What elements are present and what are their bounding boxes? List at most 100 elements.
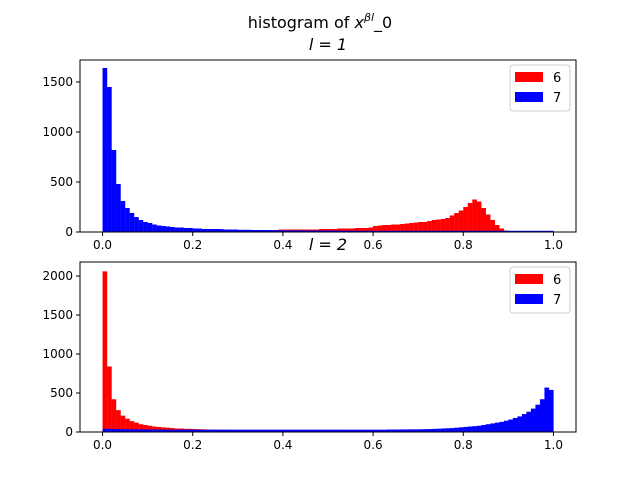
y-tick-label: 2000	[42, 269, 73, 283]
histogram-bar-series-7	[445, 428, 450, 432]
histogram-bar-series-6	[102, 271, 108, 432]
panel-2-x-ticks: 0.0 0.2 0.4 0.6 0.8 1.0	[93, 432, 563, 452]
histogram-bar-series-7	[219, 229, 225, 232]
histogram-bar-series-6	[449, 215, 455, 232]
histogram-bar-series-7	[337, 230, 342, 232]
histogram-bar-series-6	[395, 224, 401, 232]
histogram-bar-series-6	[332, 229, 338, 232]
legend-label-6: 6	[553, 71, 561, 86]
histogram-bar-series-7	[305, 429, 311, 432]
histogram-bar-series-7	[544, 387, 550, 432]
histogram-bar-series-7	[494, 422, 500, 432]
histogram-bar-series-7	[499, 230, 505, 232]
histogram-bar-series-6	[125, 418, 130, 432]
histogram-bar-series-6	[445, 218, 450, 232]
histogram-bar-series-7	[237, 229, 243, 232]
histogram-bar-series-6	[152, 426, 157, 432]
histogram-bar-series-7	[386, 230, 392, 232]
histogram-bar-series-7	[431, 230, 437, 232]
histogram-bar-series-6	[143, 424, 148, 432]
histogram-bar-series-7	[463, 426, 468, 432]
histogram-bar-series-6	[391, 224, 396, 232]
histogram-bar-series-7	[476, 425, 482, 432]
histogram-bar-series-7	[364, 429, 369, 432]
histogram-bar-series-7	[102, 428, 108, 432]
histogram-bar-series-7	[490, 230, 495, 232]
panel-2-title: l = 2	[309, 235, 347, 254]
histogram-bar-series-7	[156, 225, 162, 232]
x-tick-label: 0.4	[273, 438, 292, 452]
legend-label-6: 6	[553, 273, 561, 288]
histogram-bar-series-7	[156, 429, 162, 432]
histogram-bar-series-7	[255, 230, 261, 232]
histogram-bar-series-7	[364, 230, 369, 232]
histogram-bar-series-7	[368, 230, 374, 232]
histogram-bar-series-7	[138, 220, 144, 232]
histogram-bar-series-7	[359, 429, 365, 432]
histogram-bar-series-7	[341, 230, 347, 232]
panel-2-y-ticks: 0 500 1000 1500 2000	[42, 269, 80, 439]
histogram-bar-series-7	[219, 429, 225, 432]
histogram-bar-series-7	[323, 429, 329, 432]
histogram-bar-series-7	[526, 230, 532, 232]
histogram-bar-series-7	[143, 222, 148, 232]
histogram-bar-series-7	[508, 419, 514, 432]
histogram-bar-series-7	[530, 230, 536, 232]
histogram-bar-series-7	[485, 424, 491, 432]
histogram-bar-series-7	[287, 230, 293, 232]
histogram-bar-series-7	[454, 230, 459, 232]
histogram-bar-series-7	[120, 429, 126, 432]
histogram-bar-series-6	[129, 421, 135, 432]
histogram-bar-series-7	[300, 230, 306, 232]
histogram-bar-series-7	[355, 429, 360, 432]
histogram-bar-series-7	[188, 429, 193, 432]
x-tick-label: 0.6	[364, 238, 383, 252]
panel-1-legend: 67	[509, 64, 571, 112]
histogram-bar-series-7	[102, 68, 108, 232]
y-tick-label: 1000	[42, 347, 73, 361]
histogram-bar-series-6	[364, 228, 369, 232]
histogram-bar-series-7	[494, 230, 500, 232]
histogram-bar-series-7	[125, 429, 130, 432]
legend-label-7: 7	[553, 91, 561, 106]
histogram-bar-series-7	[548, 230, 554, 232]
legend-swatch-6	[515, 72, 543, 82]
histogram-bar-series-7	[215, 229, 220, 232]
x-tick-label: 0.2	[183, 438, 202, 452]
histogram-bar-series-6	[373, 226, 378, 232]
histogram-bar-series-7	[318, 429, 324, 432]
histogram-bar-series-7	[237, 429, 243, 432]
histogram-bar-series-7	[228, 429, 234, 432]
histogram-bar-series-7	[409, 230, 414, 232]
histogram-bar-series-6	[467, 203, 473, 232]
histogram-bar-series-7	[413, 429, 419, 432]
histogram-bar-series-7	[350, 429, 356, 432]
histogram-bar-series-7	[183, 429, 189, 432]
histogram-bar-series-7	[512, 230, 518, 232]
y-tick-label: 1500	[42, 308, 73, 322]
histogram-bar-series-7	[111, 429, 117, 432]
histogram-bar-series-7	[427, 429, 432, 432]
histogram-bar-series-7	[251, 230, 257, 232]
legend-label-7: 7	[553, 293, 561, 308]
histogram-bar-series-7	[264, 230, 270, 232]
histogram-bar-series-6	[111, 399, 117, 432]
histogram-bar-series-7	[116, 429, 121, 432]
histogram-bar-series-6	[440, 219, 446, 232]
histogram-bar-series-6	[431, 220, 437, 232]
panel-2-bars	[102, 271, 554, 432]
histogram-bar-series-6	[134, 422, 139, 432]
panel-2-axes-frame	[79, 261, 577, 433]
histogram-bar-series-7	[291, 230, 297, 232]
histogram-bar-series-6	[413, 222, 419, 232]
histogram-bar-series-7	[138, 429, 144, 432]
histogram-bar-series-7	[517, 230, 523, 232]
histogram-bar-series-7	[503, 420, 509, 432]
histogram-bar-series-7	[278, 429, 284, 432]
panel-1-axes-frame	[79, 59, 577, 233]
histogram-bar-series-6	[422, 222, 428, 232]
histogram-bar-series-7	[458, 427, 464, 432]
histogram-bar-series-7	[111, 150, 117, 232]
histogram-bar-series-7	[467, 426, 473, 432]
